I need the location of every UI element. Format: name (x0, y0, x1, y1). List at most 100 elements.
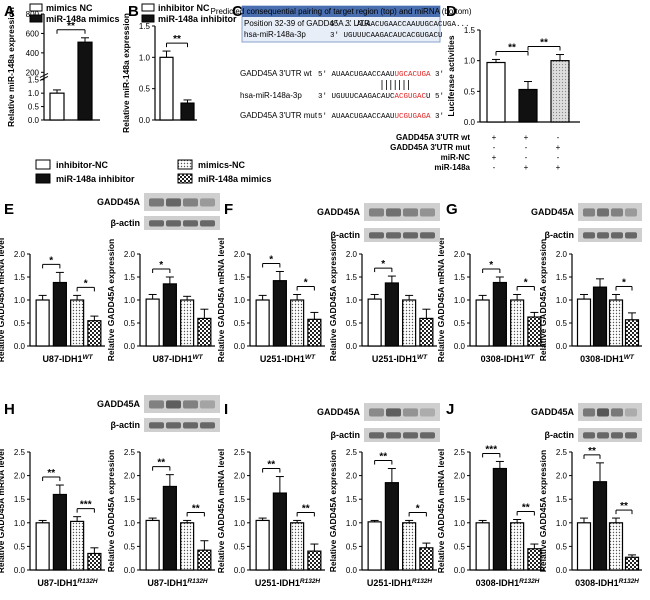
blot-gadd45a-band (625, 208, 637, 217)
bar (145, 519, 160, 571)
blot-gadd45a-band (386, 408, 401, 417)
y-tick-label: 200 (26, 68, 40, 77)
y-tick-label: 0.5 (14, 319, 26, 328)
y-axis-label: Relative GADD45A expression (328, 239, 338, 362)
seq-mut-seed: UCGUGAGA (395, 113, 432, 121)
y-tick-label: 0.5 (454, 542, 466, 551)
significance-label: ** (302, 503, 310, 514)
bar (384, 482, 399, 571)
y-axis-label: Relative GADD45A expression (538, 239, 548, 362)
bar (402, 522, 417, 571)
bar (367, 298, 382, 347)
y-tick-label: 0.5 (464, 87, 476, 96)
blot-gadd45a-band (420, 408, 435, 417)
significance-label: * (269, 254, 273, 265)
bar (35, 522, 50, 571)
y-tick-label: 2.0 (556, 250, 568, 259)
y-tick-label: 0.5 (28, 103, 40, 112)
bar (475, 299, 490, 347)
blot-gadd45a-band (149, 400, 164, 409)
condition-label: miR-NC (441, 153, 471, 162)
bar (87, 320, 102, 347)
chart-g1: 0.0 0.5 1.0 1.5 2.0 Relative GADD45A mRNA lev… (436, 238, 545, 364)
bar (527, 548, 542, 571)
bar (159, 56, 174, 121)
blot-gadd45a-band (403, 208, 418, 217)
y-tick-label: 2.0 (14, 250, 26, 259)
panel-label-f: F (224, 201, 233, 218)
y-tick-label: 2.5 (234, 448, 246, 457)
y-tick-label: 0.5 (14, 542, 26, 551)
panel-label-b: B (128, 3, 139, 20)
significance-label: * (416, 503, 420, 514)
y-tick-label: 0.5 (556, 319, 568, 328)
blot-actin-band (369, 232, 384, 239)
blot-gadd45a-band (200, 400, 215, 409)
y-axis-label: Relative GADD45A mRNA level (0, 449, 6, 574)
y-tick-label: 1.5 (28, 76, 40, 85)
condition-mark: - (557, 153, 560, 162)
blot-actin-band (403, 432, 418, 439)
legend-label: mimics-NC (198, 160, 246, 170)
bar (290, 522, 305, 571)
y-tick-label: 1.5 (234, 495, 246, 504)
legend-label: miR-148a inhibitor (158, 14, 237, 24)
seq-wt-label: GADD45A 3'UTR wt (240, 69, 313, 78)
seq-mut-suffix: 3' (431, 113, 445, 121)
x-axis-label: U87-IDH1WT (42, 354, 93, 365)
x-axis-label-superscript: WT (82, 354, 93, 361)
targetscan-row-label: Position 32-39 of GADD45A 3' UTR (244, 19, 370, 28)
y-tick-label: 1.5 (464, 26, 476, 35)
seq-mir-prefix: 3' UGUUUCAAGACAUC (318, 93, 395, 101)
y-tick-label: 1.5 (556, 273, 568, 282)
blot-actin-band (166, 220, 181, 227)
bar (255, 519, 270, 571)
chart-h1: 0.0 0.5 1.0 1.5 2.0 2.5 Relative GADD45A mRNA … (0, 448, 105, 588)
y-tick-label: 1.5 (346, 273, 358, 282)
blot-actin-band (611, 232, 623, 239)
seq-mir-sequence: 3' UGUUUCAAGACAUCACGUGACU 5' (318, 93, 444, 101)
y-tick-label: 0.0 (234, 566, 246, 575)
blot-label-gadd45a: GADD45A (97, 197, 141, 207)
blot-gadd45a-band (420, 208, 435, 217)
y-tick-label: 0.0 (124, 566, 136, 575)
y-tick-label: 1.5 (139, 22, 151, 31)
y-axis-label: Relative GADD45A mRNA level (0, 238, 6, 363)
significance-label: * (489, 260, 493, 271)
bar (576, 522, 592, 571)
significance-label: * (84, 278, 88, 289)
panel-label-i: I (224, 401, 228, 418)
chart-f1: 0.0 0.5 1.0 1.5 2.0 Relative GADD45A mRNA lev… (216, 238, 325, 364)
bar (550, 60, 570, 123)
blot-label-gadd45a: GADD45A (531, 207, 575, 217)
bar (624, 319, 640, 347)
significance-label: * (381, 259, 385, 270)
blot-gadd45a (364, 203, 440, 221)
y-tick-label: 0.5 (139, 85, 151, 94)
chart-a: 0.00.51.01.5200400600800Relative miR-148… (6, 7, 100, 127)
targetscan-row-seq: 5' ...AUAACUGAACCAAUUGCACUGA... (330, 21, 470, 29)
blot-gadd45a-band (183, 198, 198, 207)
y-tick-label: 2.0 (454, 472, 466, 481)
y-axis-label: Relative miR-148a expression (121, 13, 131, 133)
condition-mark: + (492, 133, 497, 142)
chart-i2: 0.0 0.5 1.0 1.5 2.0 2.5 Relative GADD45A expre… (328, 448, 437, 588)
y-axis-label: Relative miR-148a expression (6, 7, 16, 127)
seq-mir-label: hsa-miR-148a-3p (240, 91, 302, 100)
bar (162, 283, 177, 347)
bar (180, 102, 195, 121)
y-tick-label: 0.5 (454, 319, 466, 328)
y-tick-label: 1.5 (124, 273, 136, 282)
blot-actin (364, 428, 440, 442)
bar (197, 317, 212, 347)
y-tick-label: 2.5 (124, 448, 136, 457)
blot-gadd45a (578, 403, 642, 421)
seq-mut-label: GADD45A 3'UTR mut (240, 111, 318, 120)
y-tick-label: 1.0 (234, 519, 246, 528)
blot-actin-band (625, 432, 637, 439)
blot-gadd45a-band (369, 408, 384, 417)
x-axis-label: U251-IDH1WT (260, 354, 316, 365)
blot-label-gadd45a: GADD45A (317, 407, 361, 417)
y-tick-label: 0.5 (346, 542, 358, 551)
